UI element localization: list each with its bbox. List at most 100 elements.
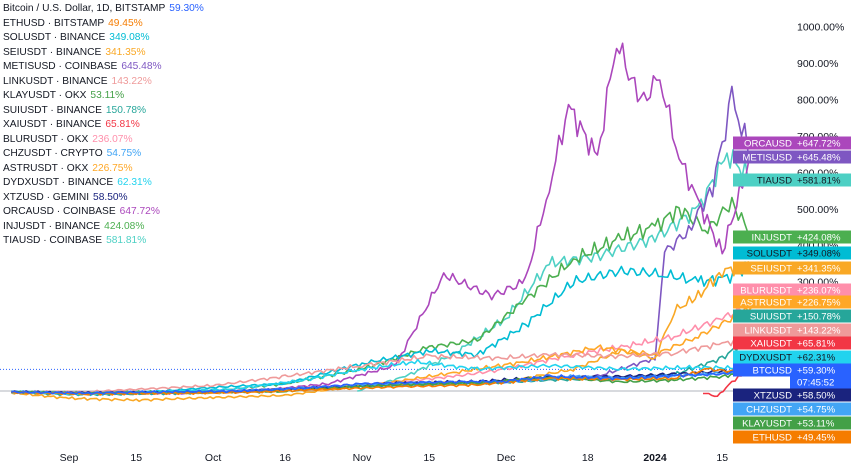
value-tag-symbol: BLURUSDT xyxy=(740,286,792,297)
x-tick-label: Sep xyxy=(60,452,79,464)
legend-value: 53.11% xyxy=(90,90,125,101)
value-tag-value: +349.08% xyxy=(797,249,841,260)
x-tick-label: 15 xyxy=(716,452,728,464)
value-tag-klayusdt[interactable]: KLAYUSDT +53.11% xyxy=(733,416,851,430)
legend-row-klayusdt[interactable]: KLAYUSDT · OKX 53.11% xyxy=(3,89,204,104)
x-axis: Sep 15 Oct 16 Nov 15 Dec 18 2024 15 xyxy=(60,452,729,464)
legend-row-btcusd[interactable]: Bitcoin / U.S. Dollar, 1D, BITSTAMP 59.30… xyxy=(3,2,204,17)
value-tag-symbol: TIAUSD xyxy=(757,176,792,187)
value-tag-symbol: XAIUSDT xyxy=(750,339,792,350)
value-tag-value: +65.81% xyxy=(797,339,836,350)
value-tag-background xyxy=(733,246,851,260)
value-tag-background xyxy=(733,323,851,337)
legend-row-tiausd[interactable]: TIAUSD · COINBASE 581.81% xyxy=(3,234,204,249)
legend-value: 341.35% xyxy=(105,46,146,58)
y-tick-label: 800.00% xyxy=(797,94,838,106)
value-tag-background xyxy=(733,336,851,350)
value-tag-background xyxy=(733,283,851,297)
x-tick-label: 15 xyxy=(423,452,435,464)
value-tag-value: +226.75% xyxy=(797,298,841,309)
value-tag-value: +236.07% xyxy=(797,286,841,297)
legend-value: 58.50% xyxy=(93,191,128,203)
legend-row-chzusdt[interactable]: CHZUSDT · CRYPTO 54.75% xyxy=(3,147,204,162)
legend-symbol: TIAUSD · COINBASE xyxy=(3,235,103,246)
value-tag-ethusd[interactable]: ETHUSD +49.45% xyxy=(733,430,851,444)
legend-row-solusdt[interactable]: SOLUSDT · BINANCE 349.08% xyxy=(3,31,204,46)
legend-row-linkusdt[interactable]: LINKUSDT · BINANCE 143.22% xyxy=(3,75,204,90)
legend-symbol: CHZUSDT · CRYPTO xyxy=(3,148,103,159)
legend-symbol: XTZUSD · GEMINI xyxy=(3,191,90,203)
value-tag-metisusd[interactable]: METISUSD +645.48% xyxy=(733,150,851,164)
value-tag-tiausd[interactable]: TIAUSD +581.81% xyxy=(733,173,851,187)
legend-row-xaiusdt[interactable]: XAIUSDT · BINANCE 65.81% xyxy=(3,118,204,133)
legend-row-orcausd[interactable]: ORCAUSD · COINBASE 647.72% xyxy=(3,205,204,220)
legend-value: 49.45% xyxy=(108,17,143,29)
legend-row-blurusdt[interactable]: BLURUSDT · OKX 236.07% xyxy=(3,133,204,148)
value-tag-blurusdt[interactable]: BLURUSDT +236.07% xyxy=(733,283,851,297)
legend-symbol: INJUSDT · BINANCE xyxy=(3,220,101,232)
series-line-ethusd[interactable] xyxy=(11,367,752,396)
legend-symbol: METISUSD · COINBASE xyxy=(3,61,118,72)
value-tag-value: +581.81% xyxy=(797,176,841,187)
series-line-btcusd[interactable] xyxy=(11,368,752,395)
x-tick-label: Dec xyxy=(497,452,516,464)
value-tag-value: +647.72% xyxy=(797,139,841,150)
value-tag-symbol: XTZUSD xyxy=(754,391,792,402)
legend-value: 424.08% xyxy=(104,220,145,232)
legend-row-xtzusd[interactable]: XTZUSD · GEMINI 58.50% xyxy=(3,191,204,206)
value-tag-background xyxy=(733,150,851,164)
value-tag-injusdt[interactable]: INJUSDT +424.08% xyxy=(733,230,851,244)
value-tag-orcausd[interactable]: ORCAUSD +647.72% xyxy=(733,136,851,150)
legend-value: 54.75% xyxy=(106,148,142,159)
value-tag-xaiusdt[interactable]: XAIUSDT +65.81% xyxy=(733,336,851,350)
value-tag-chzusdt[interactable]: CHZUSDT +54.75% xyxy=(733,402,851,416)
value-tag-symbol: ORCAUSD xyxy=(744,139,792,150)
value-tags: ORCAUSD +647.72% METISUSD +645.48% TIAUSD +58… xyxy=(733,136,851,444)
value-tag-symbol: KLAYUSDT xyxy=(742,419,792,430)
value-tag-value: +53.11% xyxy=(797,419,835,430)
legend-value: 236.07% xyxy=(92,133,133,145)
legend-row-injusdt[interactable]: INJUSDT · BINANCE 424.08% xyxy=(3,220,204,235)
value-tag-value: +58.50% xyxy=(797,391,836,402)
value-tag-suiusdt[interactable]: SUIUSDT +150.78% xyxy=(733,309,851,323)
legend-row-dydxusdt[interactable]: DYDXUSDT · BINANCE 62.31% xyxy=(3,176,204,191)
value-tag-background xyxy=(733,402,851,416)
value-tag-value: +54.75% xyxy=(797,405,836,416)
value-tag-xtzusd[interactable]: XTZUSD +58.50% xyxy=(733,388,851,402)
value-tag-symbol: DYDXUSDT xyxy=(739,353,792,364)
value-tag-background xyxy=(733,295,851,309)
value-tag-symbol: CHZUSDT xyxy=(746,405,792,416)
value-tag-value: +424.08% xyxy=(797,233,841,244)
series-line-linkusdt[interactable] xyxy=(11,336,752,394)
legend-row-ethusd[interactable]: ETHUSD · BITSTAMP 49.45% xyxy=(3,17,204,32)
value-tag-dydxusdt[interactable]: DYDXUSDT +62.31% xyxy=(733,350,851,364)
legend-symbol: Bitcoin / U.S. Dollar, 1D, BITSTAMP xyxy=(3,3,166,14)
series-line-tiausd[interactable] xyxy=(357,149,752,392)
legend-symbol: ORCAUSD · COINBASE xyxy=(3,206,116,217)
legend-row-seiusdt[interactable]: SEIUSDT · BINANCE 341.35% xyxy=(3,46,204,61)
value-tag-linkusdt[interactable]: LINKUSDT +143.22% xyxy=(733,323,851,337)
value-tag-solusdt[interactable]: SOLUSDT +349.08% xyxy=(733,246,851,260)
legend-row-suiusdt[interactable]: SUIUSDT · BINANCE 150.78% xyxy=(3,104,204,119)
value-tag-background xyxy=(733,388,851,402)
value-tag-astrusdt[interactable]: ASTRUSDT +226.75% xyxy=(733,295,851,309)
value-tag-background xyxy=(733,309,851,323)
legend-row-metisusd[interactable]: METISUSD · COINBASE 645.48% xyxy=(3,60,204,75)
value-tag-background xyxy=(733,430,851,444)
value-tag-symbol: BTCUSD xyxy=(753,366,793,377)
value-tag-seiusdt[interactable]: SEIUSDT +341.35% xyxy=(733,261,851,275)
legend-symbol: BLURUSDT · OKX xyxy=(3,133,89,145)
value-tag-background xyxy=(733,136,851,150)
legend: Bitcoin / U.S. Dollar, 1D, BITSTAMP 59.30… xyxy=(3,2,204,249)
legend-symbol: ASTRUSDT · OKX xyxy=(3,162,89,174)
legend-value: 647.72% xyxy=(119,206,160,217)
legend-value: 645.48% xyxy=(121,61,162,72)
value-tag-background xyxy=(733,363,851,377)
legend-row-astrusdt[interactable]: ASTRUSDT · OKX 226.75% xyxy=(3,162,204,177)
value-tag-btcusd[interactable]: BTCUSD +59.30%07:45:52 xyxy=(733,363,851,389)
legend-symbol: ETHUSD · BITSTAMP xyxy=(3,17,105,29)
y-tick-label: 1000.00% xyxy=(797,22,844,34)
legend-value: 150.78% xyxy=(105,104,147,116)
